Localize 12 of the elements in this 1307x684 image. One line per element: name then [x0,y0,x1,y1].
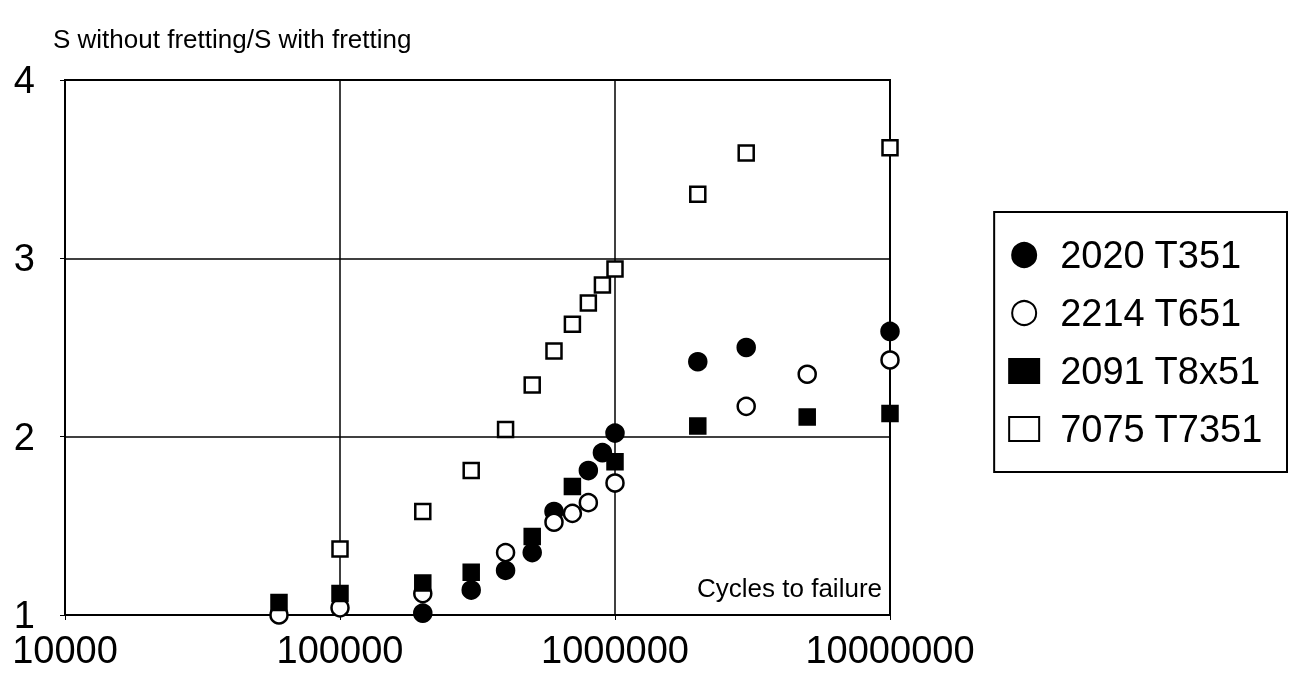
legend-label: 2091 T8x51 [1060,350,1261,392]
legend-label: 2020 T351 [1060,234,1242,276]
x-axis-title: Cycles to failure [697,573,883,603]
y-axis-title: S without fretting/S with fretting [53,24,412,54]
y-tick-label: 2 [13,415,35,458]
x-tick-label: 100000 [276,629,404,671]
x-tick-label: 1000000 [541,629,689,671]
y-tick-label: 3 [13,237,35,280]
legend-label: 7075 T7351 [1060,408,1263,450]
legend-label: 2214 T651 [1060,292,1242,334]
y-tick-label: 4 [13,59,35,101]
x-tick-label: 10000000 [805,629,975,671]
